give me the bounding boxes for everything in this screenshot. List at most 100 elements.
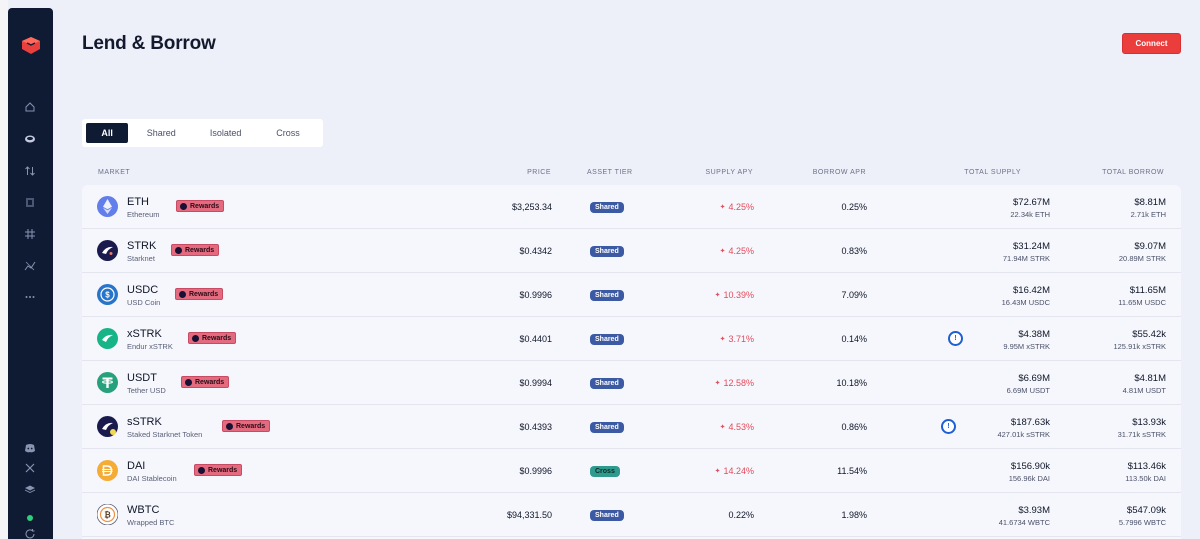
info-alert-icon[interactable]: ! [948,331,963,346]
total-borrow-usd: $55.42k [1132,329,1166,340]
supply-apy[interactable]: ✦ 14.24% [715,466,754,476]
supply-apy-value: 12.58% [723,378,754,388]
rewards-badge[interactable]: Rewards [171,244,220,256]
sparkle-icon: ✦ [719,424,726,431]
tab-isolated[interactable]: Isolated [209,128,242,138]
supply-apy-value: 4.25% [728,246,754,256]
table-row[interactable]: $ USDC USD Coin Rewards $0.9996 Shared ✦… [82,273,1181,317]
price: $0.4401 [519,334,552,344]
home-icon[interactable] [22,99,38,115]
docs-icon[interactable] [22,481,38,497]
price: $0.9996 [519,290,552,300]
table-row[interactable]: DAI DAI Stablecoin Rewards $0.9996 Cross… [82,449,1181,493]
sparkle-icon: ✦ [714,380,721,387]
market-symbol: WBTC [127,504,160,516]
total-borrow-usd: $547.09k [1126,505,1166,516]
col-supply-apy[interactable]: SUPPLY APY [705,169,753,176]
col-price[interactable]: PRICE [527,169,551,176]
market-symbol: xSTRK [127,328,162,340]
lend-icon[interactable] [22,131,38,147]
tab-all[interactable]: All [86,123,129,143]
sparkle-icon: ✦ [714,292,721,299]
market-symbol: sSTRK [127,416,162,428]
market-symbol: USDT [127,372,157,384]
supply-apy[interactable]: ✦ 4.25% [720,202,754,212]
total-borrow-usd: $4.81M [1134,373,1166,384]
supply-apy[interactable]: ✦ 4.53% [720,422,754,432]
col-asset-tier[interactable]: ASSET TIER [587,169,633,176]
supply-apy: 0.22% [728,510,754,520]
market-name: Staked Starknet Token [127,430,203,439]
table-header: MARKET PRICE ASSET TIER SUPPLY APY BORRO… [82,166,1181,180]
col-total-borrow[interactable]: TOTAL BORROW [1102,169,1164,176]
sstrk-icon [97,416,118,437]
borrow-apr: 0.25% [841,202,867,212]
total-supply-amount: 71.94M STRK [1002,254,1050,263]
market-symbol: DAI [127,460,146,472]
supply-apy[interactable]: ✦ 10.39% [715,290,754,300]
total-supply-amount: 427.01k sSTRK [997,430,1050,439]
rewards-badge[interactable]: Rewards [175,288,224,300]
rewards-badge[interactable]: Rewards [181,376,230,388]
asset-tier-badge: Shared [590,334,624,345]
borrow-apr: 0.83% [841,246,867,256]
grid-icon[interactable] [22,226,38,242]
sparkle-icon: ✦ [719,336,726,343]
table-row[interactable]: sSTRK Staked Starknet Token Rewards $0.4… [82,405,1181,449]
supply-apy[interactable]: ✦ 4.25% [720,246,754,256]
market-tabs: All Shared Isolated Cross [82,119,323,147]
total-borrow-amount: 20.89M STRK [1118,254,1166,263]
supply-apy-value: 3.71% [728,334,754,344]
asset-tier-badge: Cross [590,466,620,477]
markets-table: ETH Ethereum Rewards $3,253.34 Shared ✦ 4… [82,185,1181,539]
refresh-icon[interactable] [22,526,38,539]
info-alert-icon[interactable]: ! [941,419,956,434]
swap-icon[interactable] [22,163,38,179]
total-supply-usd: $187.63k [1010,417,1050,428]
rewards-badge[interactable]: Rewards [222,420,271,432]
col-borrow-apr[interactable]: BORROW APR [812,169,866,176]
market-name: DAI Stablecoin [127,474,177,483]
usdc-icon: $ [97,284,118,305]
total-supply-amount: 9.95M xSTRK [1003,342,1050,351]
asset-tier-badge: Shared [590,290,624,301]
col-total-supply[interactable]: TOTAL SUPPLY [964,169,1021,176]
chart-icon[interactable] [22,258,38,274]
market-symbol: ETH [127,196,149,208]
supply-apy-value: 10.39% [723,290,754,300]
x-icon[interactable] [22,460,38,476]
dai-icon [97,460,118,481]
rewards-label: Rewards [202,334,232,342]
more-icon[interactable] [22,289,38,305]
table-row[interactable]: USDT Tether USD Rewards $0.9994 Shared ✦… [82,361,1181,405]
borrow-apr: 7.09% [841,290,867,300]
supply-apy-value: 0.22% [728,510,754,520]
tab-shared[interactable]: Shared [146,128,176,138]
total-borrow-amount: 4.81M USDT [1122,386,1166,395]
rewards-badge[interactable]: Rewards [176,200,225,212]
bank-icon[interactable] [22,194,38,210]
connect-button[interactable]: Connect [1122,33,1181,54]
col-market[interactable]: MARKET [98,169,131,176]
table-row[interactable]: STRK Starknet Rewards $0.4342 Shared ✦ 4.… [82,229,1181,273]
rewards-label: Rewards [189,290,219,298]
discord-icon[interactable] [22,440,38,456]
rewards-badge[interactable]: Rewards [188,332,237,344]
supply-apy[interactable]: ✦ 12.58% [715,378,754,388]
sparkle-icon: ✦ [719,248,726,255]
tab-cross[interactable]: Cross [276,128,300,138]
market-name: Endur xSTRK [127,342,173,351]
asset-tier-badge: Shared [590,510,624,521]
table-row[interactable]: ETH Ethereum Rewards $3,253.34 Shared ✦ 4… [82,185,1181,229]
table-row[interactable]: ₿ WBTC Wrapped BTC $94,331.50 Shared 0.2… [82,493,1181,537]
market-name: Ethereum [127,210,160,219]
rewards-icon [192,334,199,342]
total-borrow-amount: 2.71k ETH [1130,210,1166,219]
supply-apy-value: 14.24% [723,466,754,476]
price: $0.9996 [519,466,552,476]
market-name: Starknet [127,254,155,263]
rewards-badge[interactable]: Rewards [194,464,243,476]
supply-apy[interactable]: ✦ 3.71% [720,334,754,344]
table-row[interactable]: xSTRK Endur xSTRK Rewards $0.4401 Shared… [82,317,1181,361]
logo-icon[interactable] [20,34,42,56]
